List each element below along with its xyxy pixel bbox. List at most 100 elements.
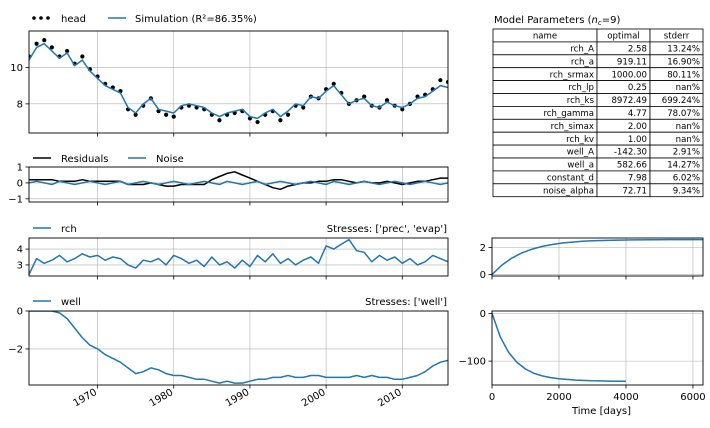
- params-cell: 72.71: [622, 186, 647, 196]
- params-cell: 1.00: [628, 135, 647, 145]
- well-response-x-tick-label: 2000: [546, 392, 571, 403]
- fit-panel: head Simulation (R²=86.35%) 8 10: [10, 14, 449, 137]
- fit-head-point: [64, 48, 70, 54]
- well-response-panel: −100 0 0 2000 4000 6000 Time [days]: [459, 309, 706, 417]
- rch_response-axes-frame: [491, 237, 704, 277]
- fit-head-point: [331, 81, 336, 86]
- params-cell: 0.25: [628, 83, 647, 93]
- residuals-series-line: [29, 171, 448, 191]
- params-cell: 4.77: [628, 109, 647, 119]
- fit-head-point: [171, 114, 176, 119]
- rch_response-y-tick-label: 0: [480, 270, 486, 281]
- residuals-y-tick-label: −1: [8, 194, 23, 205]
- fit-head-point: [34, 41, 39, 46]
- fit-head-point: [49, 45, 54, 50]
- rch-series-line: [29, 238, 448, 275]
- residuals-legend: Residuals Noise: [33, 154, 184, 165]
- x-tick-label-year: 2000: [300, 387, 328, 409]
- params-cell: 7.98: [628, 174, 647, 184]
- rch_response-y-tick-label: 2: [480, 243, 486, 254]
- fit-head-point: [362, 94, 367, 99]
- params-cell: 1000.00: [611, 70, 647, 80]
- params-cell: 80.11%: [667, 70, 700, 80]
- fit-axes-frame: [28, 30, 449, 134]
- params-cell: nan%: [676, 135, 700, 145]
- fit-series-line: [29, 42, 448, 120]
- x-tick-label-year: 2010: [376, 387, 404, 409]
- fit-head-point: [133, 112, 138, 117]
- legend-head-marker: [46, 16, 50, 20]
- params-cell: well_A: [567, 148, 594, 158]
- x-tick-label-year: 1990: [224, 387, 252, 409]
- fit-head-point: [400, 107, 405, 112]
- legend-head-marker: [39, 16, 43, 20]
- params-cell: rch_gamma: [543, 109, 594, 119]
- well_response-y-tick-label: 0: [480, 309, 486, 320]
- params-cell: 78.07%: [667, 109, 700, 119]
- rch-axes-frame: [28, 237, 449, 277]
- well-response-x-tick-label: 0: [489, 392, 495, 403]
- params-header-cell: name: [533, 32, 557, 42]
- fit-head-point: [445, 79, 448, 85]
- legend-rch-label: rch: [61, 224, 77, 235]
- params-cell: well_a: [567, 161, 594, 171]
- fit-head-point: [438, 78, 443, 83]
- legend-head-marker: [32, 16, 36, 20]
- params-cell: 2.00: [628, 122, 647, 132]
- params-cell: nan%: [676, 83, 700, 93]
- params-cell: nan%: [676, 122, 700, 132]
- well_response-series-line: [492, 313, 627, 383]
- params-cell: 16.90%: [667, 57, 700, 67]
- well-stresses-label: Stresses: ['well']: [365, 297, 447, 308]
- well-response-x-tick-label: 6000: [680, 392, 705, 403]
- fit-head-point: [42, 38, 47, 43]
- params-cell: rch_kv: [566, 135, 594, 145]
- params-cell: 6.02%: [673, 174, 700, 184]
- well_response-axes-frame: [491, 310, 704, 386]
- residuals-y-tick-label: 0: [17, 178, 23, 189]
- params-cell: -142.30: [614, 148, 647, 158]
- params-cell: noise_alpha: [543, 186, 594, 196]
- fit-head-point: [384, 98, 390, 103]
- params-cell: 13.24%: [667, 45, 700, 55]
- params-cell-border: [649, 183, 704, 198]
- well_response-y-tick-label: −100: [459, 357, 486, 368]
- x-tick-label-year: 1970: [72, 387, 100, 409]
- well-y-tick-label: 0: [17, 307, 23, 318]
- rch-response-panel: 02: [480, 237, 704, 281]
- fit-head-point: [285, 112, 291, 117]
- fit-head-point: [301, 105, 306, 110]
- params-cell: 2.58: [628, 45, 647, 55]
- residuals-panel: Residuals Noise −1 0 1: [8, 154, 449, 206]
- params-cell: rch_A: [570, 45, 594, 55]
- params-cell: 699.24%: [662, 96, 700, 106]
- rch-y-tick-label: 3: [17, 260, 23, 271]
- params-title: Model Parameters (nc=9): [494, 15, 620, 27]
- well-response-x-axis-label: Time [days]: [571, 406, 631, 417]
- legend-simulation-label: Simulation (R²=86.35%): [135, 14, 257, 25]
- params-cell: 582.66: [617, 161, 647, 171]
- params-cell: 9.34%: [673, 186, 700, 196]
- rch_response-series-line: [492, 238, 703, 276]
- rch-stresses-label: Stresses: ['prec', 'evap']: [327, 224, 447, 235]
- params-cell: 2.91%: [673, 148, 700, 158]
- rch-y-tick-label: 4: [17, 245, 23, 256]
- params-cell: rch_lp: [568, 83, 594, 93]
- params-header-cell: stderr: [664, 32, 690, 42]
- params-cell: constant_d: [547, 174, 594, 184]
- well-series-line: [29, 311, 448, 384]
- rch-panel: rch Stresses: ['prec', 'evap'] 3 4: [17, 224, 449, 280]
- model-parameters-table: Model Parameters (nc=9) name optimal stder…: [492, 15, 704, 198]
- fit-head-point: [80, 54, 85, 59]
- fit-head-point: [164, 112, 169, 117]
- params-header-cell: optimal: [607, 32, 640, 42]
- fit-legend: head Simulation (R²=86.35%): [32, 14, 257, 25]
- params-cell: rch_simax: [551, 122, 594, 132]
- residuals-y-tick-label: 1: [17, 163, 23, 174]
- residuals-series-line: [29, 180, 448, 186]
- params-cell: 919.11: [617, 57, 647, 67]
- legend-head-label: head: [61, 14, 86, 25]
- params-cell: 14.27%: [667, 161, 700, 171]
- fit-y-tick-label: 8: [17, 99, 23, 110]
